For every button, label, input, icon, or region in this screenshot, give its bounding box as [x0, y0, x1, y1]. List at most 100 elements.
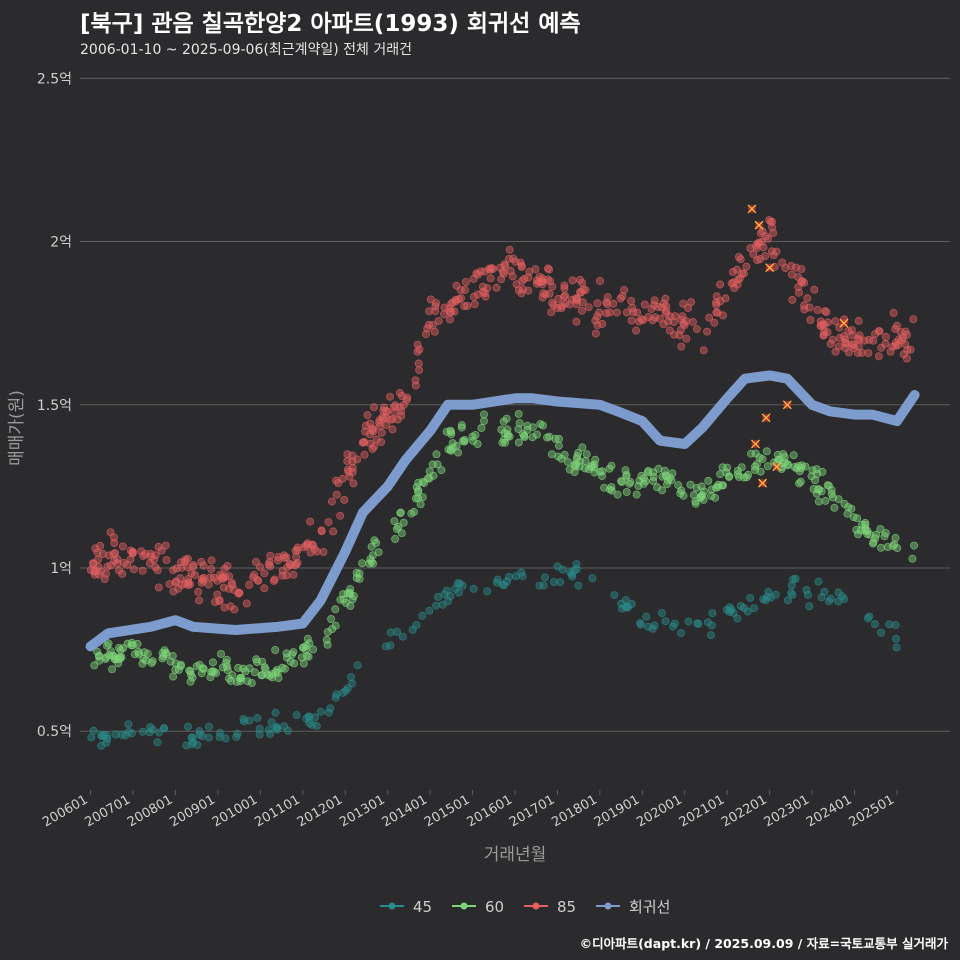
data-point-60: [265, 671, 274, 680]
data-point-60: [625, 479, 634, 488]
legend-label-85: 85: [557, 898, 576, 916]
data-point-45: [398, 632, 407, 641]
data-point-45: [648, 624, 657, 633]
data-point-45: [802, 586, 811, 595]
data-point-85: [788, 295, 797, 304]
data-point-85: [194, 587, 203, 596]
data-point-60: [853, 514, 862, 523]
data-point-85: [274, 553, 283, 562]
data-point-85: [372, 435, 381, 444]
data-point-60: [331, 605, 340, 614]
data-point-60: [590, 468, 599, 477]
y-axis-label: 매매가(원): [7, 390, 27, 466]
data-point-85: [632, 326, 641, 335]
data-point-45: [746, 594, 755, 603]
data-point-85: [909, 315, 918, 324]
data-point-85: [806, 315, 815, 324]
data-point-45: [187, 740, 196, 749]
data-point-85: [577, 306, 586, 315]
data-point-60: [469, 436, 478, 445]
data-point-60: [171, 665, 180, 674]
data-point-85: [520, 274, 529, 283]
data-point-45: [877, 628, 886, 637]
data-point-60: [346, 601, 355, 610]
data-point-45: [826, 594, 835, 603]
data-point-60: [93, 647, 102, 656]
data-point-60: [452, 441, 461, 450]
data-point-45: [694, 619, 703, 628]
data-point-45: [733, 614, 742, 623]
data-point-60: [287, 650, 296, 659]
data-point-85: [756, 229, 765, 238]
data-point-85: [893, 321, 902, 330]
data-point-45: [266, 729, 275, 738]
data-point-45: [817, 593, 826, 602]
data-point-60: [95, 656, 104, 665]
data-point-85: [593, 312, 602, 321]
data-point-85: [184, 578, 193, 587]
data-point-45: [292, 711, 301, 720]
data-point-85: [677, 342, 686, 351]
data-point-85: [206, 573, 215, 582]
data-point-60: [358, 559, 367, 568]
data-point-45: [418, 611, 427, 620]
data-point-85: [483, 284, 492, 293]
data-point-85: [445, 315, 454, 324]
data-point-45: [535, 581, 544, 590]
data-point-85: [659, 320, 668, 329]
data-point-85: [197, 575, 206, 584]
regression-line: [85, 370, 920, 652]
data-point-85: [661, 309, 670, 318]
highlighted-point-marker: [772, 462, 782, 472]
data-point-85: [470, 300, 479, 309]
data-point-85: [424, 320, 433, 329]
data-point-85: [712, 300, 721, 309]
data-point-85: [89, 560, 98, 569]
data-point-45: [189, 738, 198, 747]
data-point-85: [713, 308, 722, 317]
data-point-85: [671, 312, 680, 321]
x-tick-label: 200701: [83, 792, 133, 830]
data-point-85: [460, 285, 469, 294]
data-point-60: [477, 423, 486, 432]
data-point-45: [558, 565, 567, 574]
data-point-45: [311, 713, 320, 722]
data-point-60: [471, 430, 480, 439]
data-point-60: [734, 472, 743, 481]
data-point-60: [861, 525, 870, 534]
data-point-85: [324, 518, 333, 527]
data-point-85: [344, 467, 353, 476]
data-point-85: [517, 289, 526, 298]
data-point-85: [906, 345, 915, 354]
data-point-85: [289, 570, 298, 579]
data-point-85: [332, 476, 341, 485]
highlighted-point-marker: [782, 400, 792, 410]
data-point-60: [908, 554, 917, 563]
data-point-60: [260, 663, 269, 672]
data-point-85: [414, 359, 423, 368]
data-point-60: [299, 659, 308, 668]
data-point-85: [764, 234, 773, 243]
data-point-85: [242, 599, 251, 608]
data-point-85: [128, 548, 137, 557]
data-point-85: [545, 289, 554, 298]
data-point-85: [363, 411, 372, 420]
data-point-60: [795, 467, 804, 476]
data-point-60: [90, 661, 99, 670]
data-point-45: [766, 593, 775, 602]
data-point-60: [716, 470, 725, 479]
data-point-60: [582, 450, 591, 459]
x-tick-label: 200901: [167, 792, 217, 830]
data-point-60: [374, 548, 383, 557]
data-point-60: [536, 419, 545, 428]
data-point-60: [876, 525, 885, 534]
data-point-45: [454, 588, 463, 597]
data-point-60: [216, 650, 225, 659]
data-point-85: [746, 244, 755, 253]
data-point-85: [898, 333, 907, 342]
data-point-85: [662, 306, 671, 315]
data-point-60: [852, 525, 861, 534]
data-point-85: [549, 301, 558, 310]
data-point-45: [750, 604, 759, 613]
data-point-85: [500, 260, 509, 269]
